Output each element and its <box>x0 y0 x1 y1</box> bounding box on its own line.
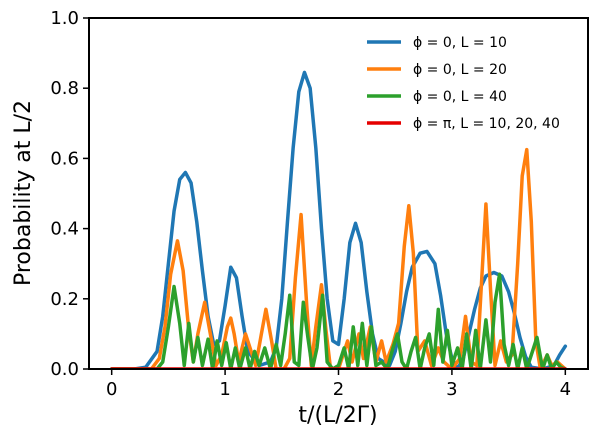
legend-label-2: ϕ = 0, L = 20 <box>413 62 507 78</box>
x-tick-label: 3 <box>446 379 457 400</box>
series-group <box>109 70 568 369</box>
x-tick-label: 4 <box>560 379 571 400</box>
y-axis: 0.0 0.2 0.4 0.6 0.8 1.0 <box>50 8 89 380</box>
y-tick-label: 0.0 <box>50 359 79 380</box>
y-tick-label: 1.0 <box>50 8 79 29</box>
y-tick-label: 0.2 <box>50 289 79 310</box>
x-axis: 0 1 2 3 4 <box>106 369 571 400</box>
y-tick-label: 0.4 <box>50 219 79 240</box>
legend-label-3: ϕ = 0, L = 40 <box>413 89 507 105</box>
x-tick-label: 2 <box>333 379 344 400</box>
legend-label-1: ϕ = 0, L = 10 <box>413 35 507 51</box>
x-axis-label: t/(L/2Γ) <box>298 403 377 428</box>
series-line-1 <box>109 70 568 369</box>
legend-label-4: ϕ = π, L = 10, 20, 40 <box>413 116 560 132</box>
y-tick-label: 0.8 <box>50 78 79 99</box>
x-tick-label: 0 <box>106 379 117 400</box>
y-axis-label: Probability at L/2 <box>11 100 36 286</box>
series-line-3 <box>109 272 568 369</box>
y-tick-label: 0.6 <box>50 148 79 169</box>
legend: ϕ = 0, L = 10 ϕ = 0, L = 20 ϕ = 0, L = 40 ϕ… <box>367 35 560 132</box>
x-tick-label: 1 <box>219 379 230 400</box>
